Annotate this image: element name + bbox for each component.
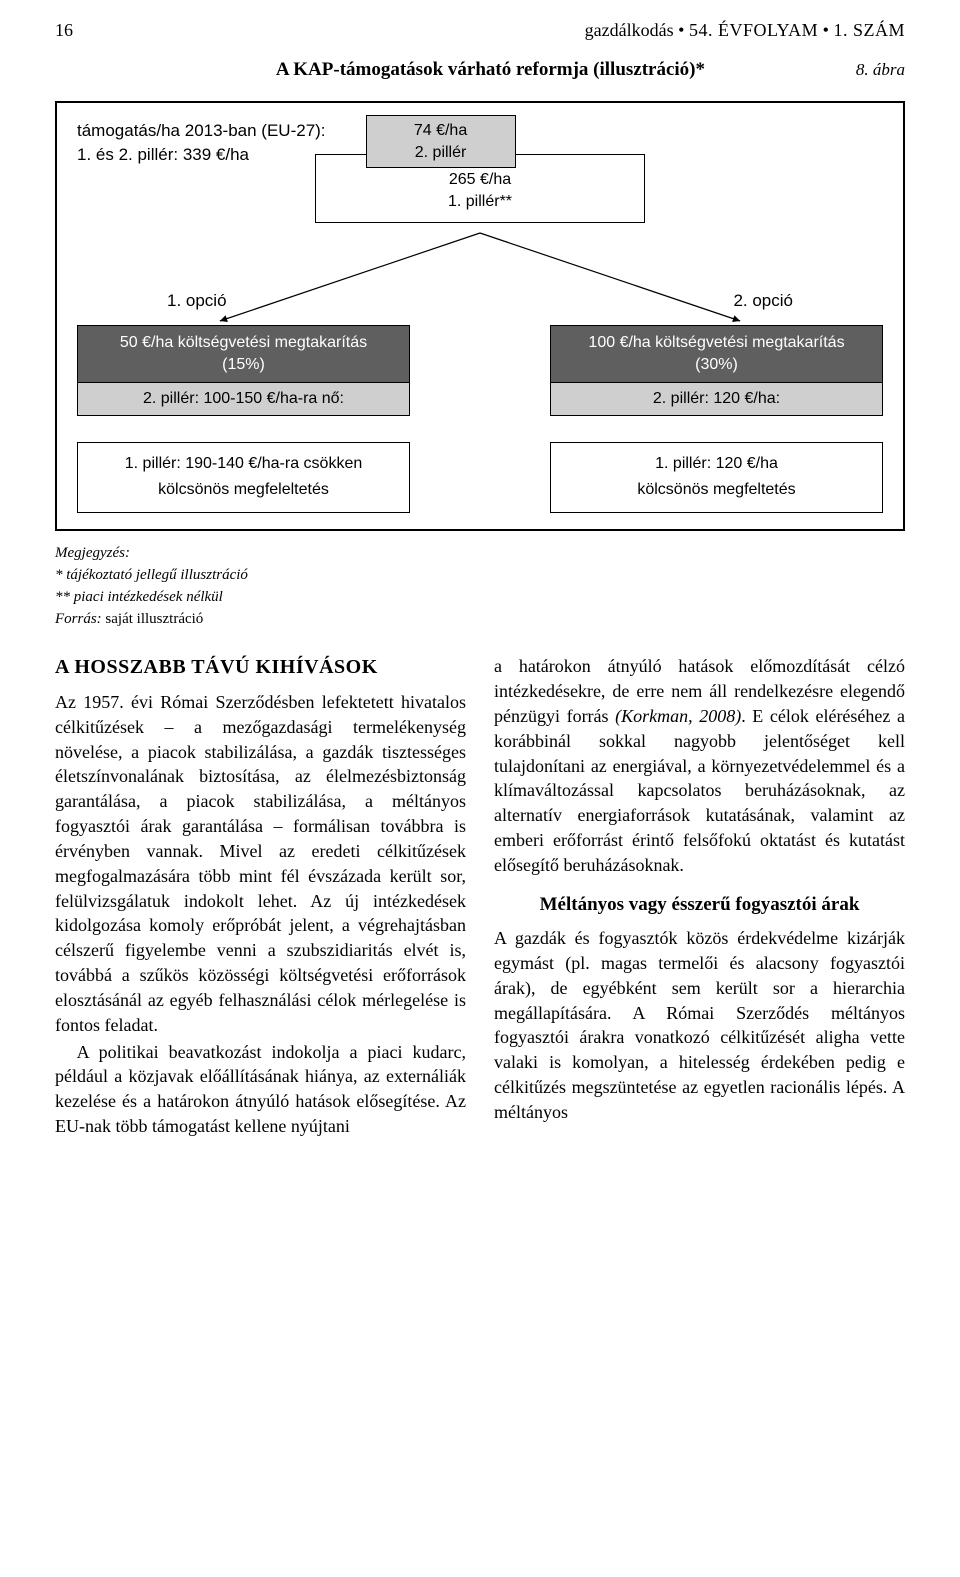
figure-notes: Megjegyzés: * tájékoztató jellegű illusz… [55, 543, 905, 630]
paragraph: a határokon átnyúló hatások előmozdításá… [494, 654, 905, 877]
page-number: 16 [55, 20, 73, 41]
support-text: támogatás/ha 2013-ban (EU-27): 1. és 2. … [77, 115, 326, 168]
section-heading-prices: Méltányos vagy ésszerű fogyasztói árak [494, 892, 905, 918]
pillar2-box: 74 €/ha 2. pillér [366, 115, 516, 168]
paragraph: Az 1957. évi Római Szerződésben lefektet… [55, 690, 466, 1038]
section-heading-challenges: A HOSSZABB TÁVÚ KIHÍVÁSOK [55, 654, 466, 682]
option1-pillar1: 1. pillér: 190-140 €/ha-ra csökken kölcs… [77, 442, 410, 513]
option2-stack: 100 €/ha költségvetési megtakarítás (30%… [550, 325, 883, 416]
option1-stack: 50 €/ha költségvetési megtakarítás (15%)… [77, 325, 410, 416]
figure-title-row: A KAP-támogatások várható reformja (illu… [55, 59, 905, 81]
journal-name: gazdálkodás • 54. ÉVFOLYAM • 1. SZÁM [585, 20, 905, 41]
option2-savings: 100 €/ha költségvetési megtakarítás (30%… [550, 325, 883, 382]
paragraph: A gazdák és fogyasztók közös érdekvédelm… [494, 926, 905, 1125]
figure-label: 8. ábra [856, 60, 905, 80]
page-header: 16 gazdálkodás • 54. ÉVFOLYAM • 1. SZÁM [55, 20, 905, 41]
kap-diagram: támogatás/ha 2013-ban (EU-27): 1. és 2. … [55, 101, 905, 531]
connector-lines [77, 229, 883, 325]
figure-title: A KAP-támogatások várható reformja (illu… [125, 59, 856, 81]
option2-pillar1: 1. pillér: 120 €/ha kölcsönös megfelteté… [550, 442, 883, 513]
body-text: A HOSSZABB TÁVÚ KIHÍVÁSOK Az 1957. évi R… [55, 654, 905, 1141]
paragraph: A politikai beavatkozást indokolja a pia… [55, 1040, 466, 1139]
option1-savings: 50 €/ha költségvetési megtakarítás (15%) [77, 325, 410, 382]
